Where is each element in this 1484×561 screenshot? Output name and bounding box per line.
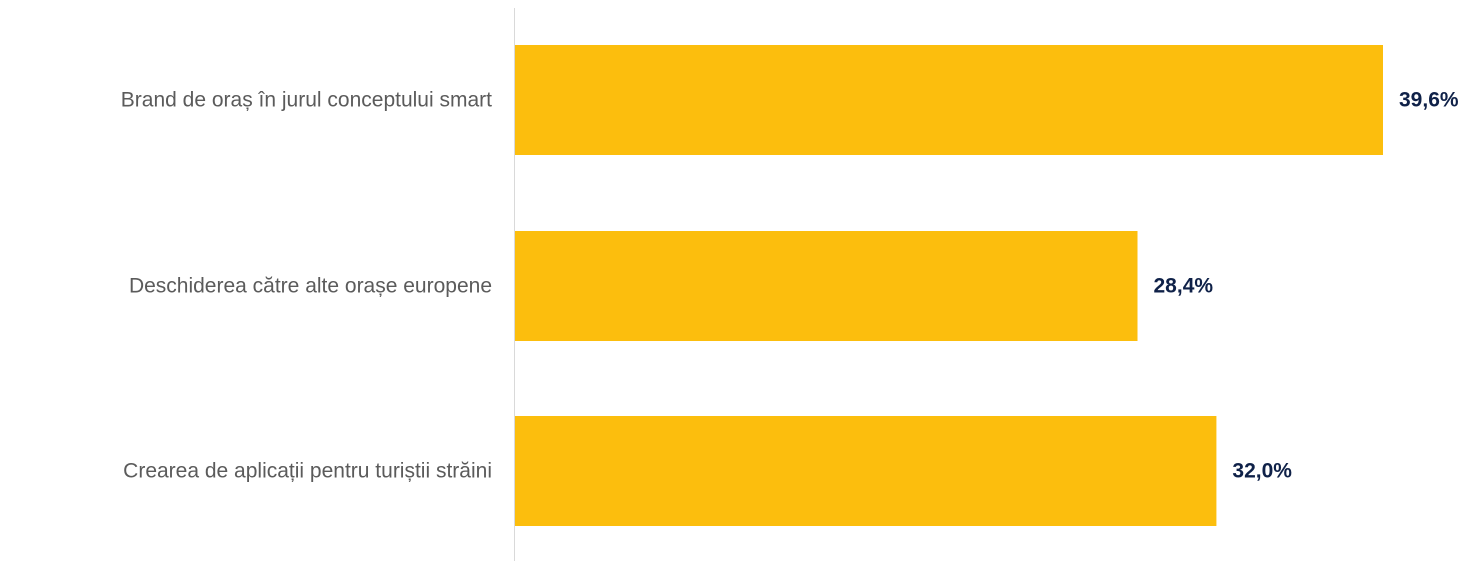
- bar: [515, 45, 1383, 155]
- bars-layer: Brand de oraș în jurul conceptului smart…: [121, 45, 1459, 526]
- bar: [515, 231, 1138, 341]
- category-label: Crearea de aplicații pentru turiștii str…: [123, 460, 492, 483]
- category-label: Brand de oraș în jurul conceptului smart: [121, 89, 492, 112]
- value-label: 28,4%: [1154, 275, 1214, 298]
- bar: [515, 416, 1217, 526]
- category-label: Deschiderea către alte orașe europene: [129, 275, 492, 298]
- value-label: 39,6%: [1399, 89, 1459, 112]
- value-label: 32,0%: [1232, 460, 1292, 483]
